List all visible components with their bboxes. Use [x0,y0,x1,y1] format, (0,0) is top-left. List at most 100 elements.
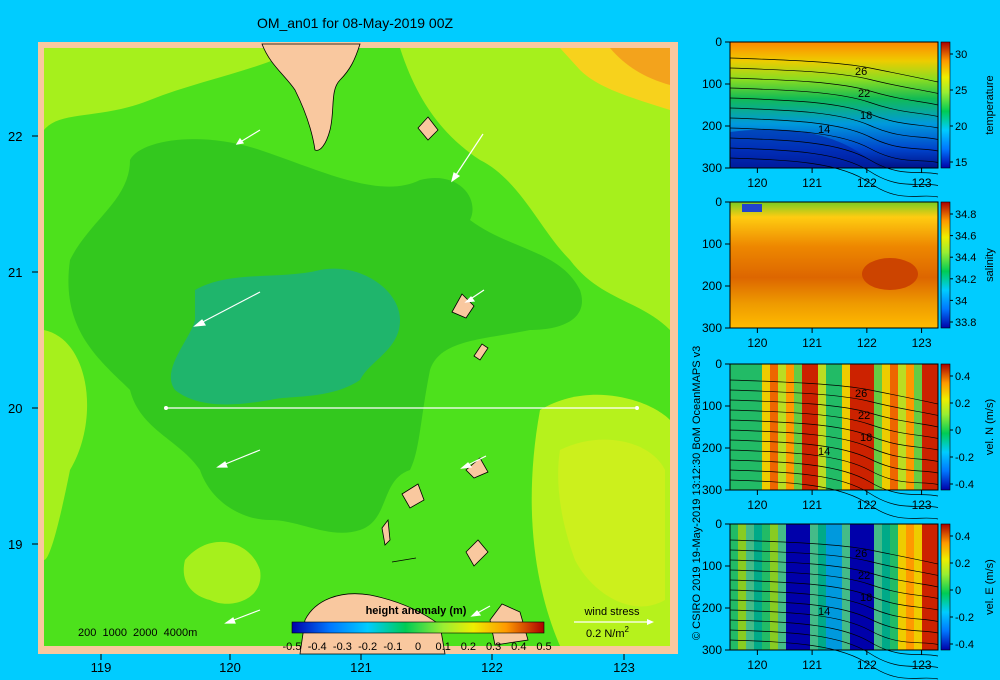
land-island [417,116,439,141]
x-tick-label: 120 [747,658,767,672]
isotherm [729,539,939,565]
section-column [842,364,851,490]
section-column [802,524,811,650]
section-panel-3: 26 22 18 14 0 100 200 300 120 121 122 123 0.4 0.2 0 -0.… [702,517,996,680]
map-x-tick: 123 [613,660,635,675]
wind-legend-arrowhead [647,619,654,625]
section-column [898,364,907,490]
map-tick-marks [32,135,625,660]
section-column [730,364,739,490]
map-x-tick: 121 [350,660,372,675]
colorbar-tick-label: 25 [955,85,967,97]
colorbar-tick-label: -0.5 [283,641,302,653]
y-tick-label: 200 [702,441,722,455]
contour-label: 22 [858,410,870,422]
map-x-tick: 120 [219,660,241,675]
y-tick-label: 0 [715,35,722,49]
panel-colorbar [940,523,951,651]
section-column [866,524,875,650]
contour-label: 14 [818,446,830,458]
colorbar-tick-label: 0.2 [461,641,476,653]
x-tick-label: 121 [802,336,822,350]
isotherm [729,157,939,198]
panel-variable-label: salinity [984,248,996,282]
map-x-tick: 119 [91,660,112,675]
section-column [802,364,811,490]
contour-label: 26 [855,548,867,560]
isotherm [729,127,939,163]
land-island [381,518,391,546]
colorbar [291,621,545,634]
contour-label: 14 [818,606,830,618]
isotherm [729,449,939,485]
colorbar-tick-label: -0.2 [955,612,974,624]
contour-label: 22 [858,570,870,582]
colorbar-tick-label: 0 [955,425,961,437]
land-island [473,343,489,361]
panel-frame [729,201,939,329]
colorbar-tick-label: -0.1 [383,641,402,653]
map-y-tick: 20 [8,401,22,416]
colorbar-tick-label: 0.2 [955,398,970,410]
sla-region-orange [610,48,670,85]
section-panel-1: 0 100 200 300 120 121 122 123 34.8 34.6 34.4 34.2 34… [702,195,996,350]
colorbar-tick-label: 33.8 [955,317,976,329]
isotherm [729,419,939,451]
credit-text: © CSIRO 2019 19-May-2019 13:12:30 BoM Oc… [691,346,703,640]
land-island [451,293,475,319]
y-tick-label: 200 [702,279,722,293]
colorbar-tick-label: 0.2 [955,558,970,570]
colorbar-tick-label: -0.4 [308,641,327,653]
contour-label: 14 [818,124,830,136]
panel-frame [729,523,939,651]
colorbar-tick-label: 34.2 [955,274,976,286]
isotherm [729,479,939,520]
y-tick-label: 0 [715,357,722,371]
isotherm [729,117,939,152]
isotherm [729,147,939,186]
section-column [746,364,755,490]
map-y-tick: 19 [8,537,22,552]
section-line [164,406,639,410]
isotherm [729,609,939,645]
x-tick-label: 123 [912,498,932,512]
section-column [850,364,859,490]
y-tick-label: 200 [702,601,722,615]
section-column [738,524,747,650]
contour-label: 26 [855,66,867,78]
wind-legend-scale: 0.2 N/m2 [586,625,630,640]
coast-line [391,557,417,563]
panel-colorbar [940,41,951,169]
isotherm [729,399,939,428]
section-column [898,524,907,650]
contour-label: 18 [860,592,872,604]
section-column [818,364,827,490]
colorbar-tick-label: 0.1 [436,641,451,653]
y-tick-label: 200 [702,119,722,133]
panel-colorbar [940,201,951,329]
y-tick-label: 100 [702,559,722,573]
section-column [922,524,931,650]
section-column [778,364,787,490]
sla-region-high [44,330,88,560]
colorbar-tick-label: 20 [955,121,967,133]
section-column [754,364,763,490]
panel-colorbar [940,363,951,491]
section-column [930,364,939,490]
section-column [834,524,843,650]
section-column [826,364,835,490]
isotherm [729,569,939,599]
section-column [834,364,843,490]
sla-region-high [44,48,300,130]
section-column [890,524,899,650]
section-column [914,364,923,490]
section-column [890,364,899,490]
section-column [810,524,819,650]
isotherm [729,409,939,439]
colorbar-ticks: -0.5 -0.4 -0.3 -0.2 -0.1 0 0.1 0.2 0.3 0.4 0.5 [283,641,552,653]
section-panel-2: 26 22 18 14 0 100 200 300 120 121 122 123 0.4 0.2 0 -0.… [702,357,996,520]
section-column [826,524,835,650]
panel-frame [729,41,939,169]
y-tick-label: 100 [702,77,722,91]
